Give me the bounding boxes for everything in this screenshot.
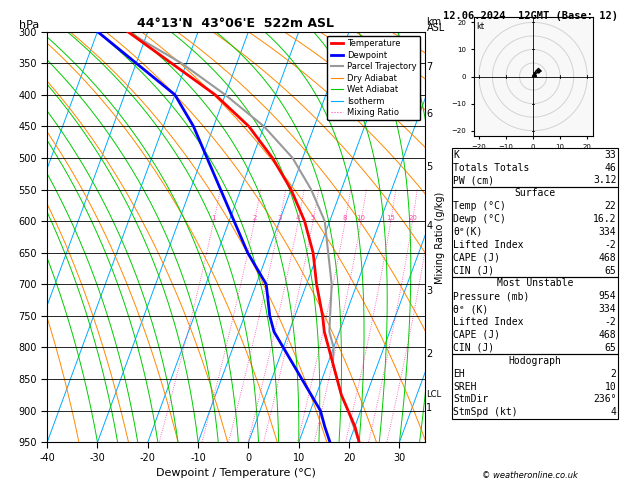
Text: θᵉ (K): θᵉ (K) (453, 304, 488, 314)
Text: 8: 8 (343, 215, 347, 221)
Text: 468: 468 (599, 253, 616, 263)
Text: 2: 2 (611, 369, 616, 379)
Text: 65: 65 (604, 343, 616, 353)
Text: Lifted Index: Lifted Index (453, 240, 523, 250)
Text: 3.12: 3.12 (593, 175, 616, 186)
X-axis label: Dewpoint / Temperature (°C): Dewpoint / Temperature (°C) (156, 468, 316, 478)
Text: 12.06.2024  12GMT (Base: 12): 12.06.2024 12GMT (Base: 12) (443, 11, 618, 21)
Text: km: km (426, 17, 442, 27)
Text: 236°: 236° (593, 395, 616, 404)
Text: 65: 65 (604, 266, 616, 276)
Text: StmDir: StmDir (453, 395, 488, 404)
Text: -2: -2 (604, 317, 616, 327)
Text: 22: 22 (604, 201, 616, 211)
Text: CIN (J): CIN (J) (453, 343, 494, 353)
Text: CAPE (J): CAPE (J) (453, 253, 500, 263)
Text: 33: 33 (604, 150, 616, 160)
Text: 2: 2 (252, 215, 257, 221)
Text: 1: 1 (426, 402, 432, 413)
Text: 2: 2 (426, 349, 432, 359)
Text: EH: EH (453, 369, 465, 379)
Text: Temp (°C): Temp (°C) (453, 201, 506, 211)
Text: 4: 4 (426, 221, 432, 231)
Text: Totals Totals: Totals Totals (453, 162, 529, 173)
Text: 7: 7 (426, 62, 432, 72)
Text: 334: 334 (599, 304, 616, 314)
Text: Dewp (°C): Dewp (°C) (453, 214, 506, 224)
Text: 1: 1 (211, 215, 216, 221)
Text: 334: 334 (599, 227, 616, 237)
Text: 15: 15 (386, 215, 395, 221)
Text: 3: 3 (277, 215, 282, 221)
Text: θᵉ(K): θᵉ(K) (453, 227, 482, 237)
Text: ASL: ASL (426, 23, 445, 33)
Text: 5: 5 (311, 215, 315, 221)
Text: PW (cm): PW (cm) (453, 175, 494, 186)
Text: K: K (453, 150, 459, 160)
Text: 20: 20 (408, 215, 417, 221)
Text: Pressure (mb): Pressure (mb) (453, 292, 529, 301)
Text: 16.2: 16.2 (593, 214, 616, 224)
Text: CAPE (J): CAPE (J) (453, 330, 500, 340)
Text: Mixing Ratio (g/kg): Mixing Ratio (g/kg) (435, 192, 445, 284)
Title: 44°13'N  43°06'E  522m ASL: 44°13'N 43°06'E 522m ASL (137, 17, 335, 31)
Text: SREH: SREH (453, 382, 476, 392)
Text: Hodograph: Hodograph (508, 356, 562, 366)
Text: hPa: hPa (19, 19, 39, 30)
Text: Lifted Index: Lifted Index (453, 317, 523, 327)
Text: © weatheronline.co.uk: © weatheronline.co.uk (482, 471, 578, 480)
Text: 4: 4 (611, 407, 616, 417)
Text: LCL: LCL (426, 390, 442, 399)
Text: Most Unstable: Most Unstable (497, 278, 573, 289)
Text: Surface: Surface (515, 189, 555, 198)
Text: 954: 954 (599, 292, 616, 301)
Text: 5: 5 (426, 162, 432, 172)
Text: 10: 10 (357, 215, 365, 221)
Text: kt: kt (476, 22, 484, 32)
Text: 4: 4 (296, 215, 301, 221)
Text: 468: 468 (599, 330, 616, 340)
Legend: Temperature, Dewpoint, Parcel Trajectory, Dry Adiabat, Wet Adiabat, Isotherm, Mi: Temperature, Dewpoint, Parcel Trajectory… (328, 36, 420, 121)
Text: -2: -2 (604, 240, 616, 250)
Text: 3: 3 (426, 286, 432, 295)
Text: 46: 46 (604, 162, 616, 173)
Text: 6: 6 (426, 109, 432, 119)
Text: CIN (J): CIN (J) (453, 266, 494, 276)
Text: 10: 10 (604, 382, 616, 392)
Text: StmSpd (kt): StmSpd (kt) (453, 407, 518, 417)
